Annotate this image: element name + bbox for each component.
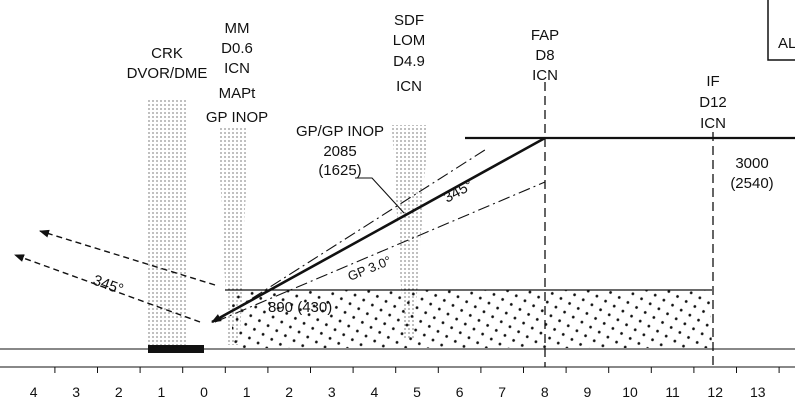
scale-label: 10: [622, 384, 638, 400]
svg-text:MAPt: MAPt: [219, 85, 257, 102]
scale-label: 4: [30, 384, 38, 400]
svg-text:ICN: ICN: [224, 60, 250, 77]
fix-label-fap: FAP D8 ICN: [531, 27, 559, 84]
altitude-line-2: (2540): [730, 175, 773, 192]
scale-label: 7: [498, 384, 506, 400]
chart-box-frame: [767, 0, 795, 61]
svg-text:MM: MM: [225, 20, 250, 37]
svg-text:FAP: FAP: [531, 27, 559, 44]
scale-label: 2: [285, 384, 293, 400]
svg-text:IF: IF: [706, 73, 719, 90]
fix-label-if: IF D12 ICN: [699, 73, 727, 132]
distance-scale: 43210123456789101112131: [30, 367, 780, 400]
gp-inop-leader: [355, 177, 405, 214]
glidepath-label: GP 3.0°: [346, 253, 394, 284]
runway-bar: [148, 345, 204, 353]
svg-text:ICN: ICN: [532, 67, 558, 84]
scale-label: 5: [413, 384, 421, 400]
svg-text:D12: D12: [699, 94, 727, 111]
svg-text:ICN: ICN: [396, 78, 422, 95]
scale-label: 4: [371, 384, 379, 400]
svg-text:ICN: ICN: [700, 115, 726, 132]
scale-label: 11: [665, 384, 680, 400]
glidepath-line: [211, 136, 546, 324]
fix-label-crk: CRK DVOR/DME: [127, 45, 208, 82]
svg-text:CRK: CRK: [151, 45, 183, 62]
gp-upper-limit: [214, 147, 489, 323]
sdf-cone: [392, 125, 428, 340]
scale-label: 6: [456, 384, 464, 400]
gp-lower-limit: [214, 181, 546, 323]
fix-label-sdf: SDF LOM D4.9 ICN: [393, 12, 426, 95]
altitude-line-1: 3000: [735, 155, 768, 172]
missed-approach-arrow-2: [39, 229, 216, 286]
scale-label: 2: [115, 384, 123, 400]
scale-label: 3: [328, 384, 336, 400]
course-label: 345°: [441, 177, 476, 207]
svg-text:D8: D8: [535, 47, 554, 64]
crk-cone: [148, 98, 186, 350]
obstacle-label: 890 (430): [268, 299, 332, 316]
svg-text:LOM: LOM: [393, 32, 426, 49]
scale-label: 1: [243, 384, 251, 400]
gp-inop-line-1: GP/GP INOP: [296, 123, 384, 140]
scale-label: 3: [72, 384, 80, 400]
scale-label: 12: [707, 384, 723, 400]
svg-text:D4.9: D4.9: [393, 53, 425, 70]
corner-text: AL: [778, 35, 795, 52]
scale-label: 8: [541, 384, 549, 400]
svg-text:SDF: SDF: [394, 12, 424, 29]
svg-text:D0.6: D0.6: [221, 40, 253, 57]
missed-approach-arrow-1: [14, 254, 201, 323]
scale-label: 13: [750, 384, 766, 400]
svg-text:GP INOP: GP INOP: [206, 109, 268, 126]
gp-inop-line-2: 2085: [323, 143, 356, 160]
scale-label: 1: [158, 384, 166, 400]
scale-label: 0: [200, 384, 208, 400]
scale-label: 9: [584, 384, 592, 400]
gp-inop-line-3: (1625): [318, 162, 361, 179]
obstacle-area: [232, 290, 712, 348]
svg-text:DVOR/DME: DVOR/DME: [127, 65, 208, 82]
missed-course-label: 345°: [91, 272, 126, 299]
fix-label-mm: MM D0.6 ICN MAPt GP INOP: [206, 20, 268, 126]
